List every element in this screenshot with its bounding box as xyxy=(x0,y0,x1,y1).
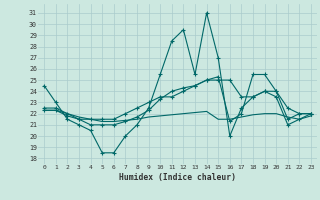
X-axis label: Humidex (Indice chaleur): Humidex (Indice chaleur) xyxy=(119,173,236,182)
